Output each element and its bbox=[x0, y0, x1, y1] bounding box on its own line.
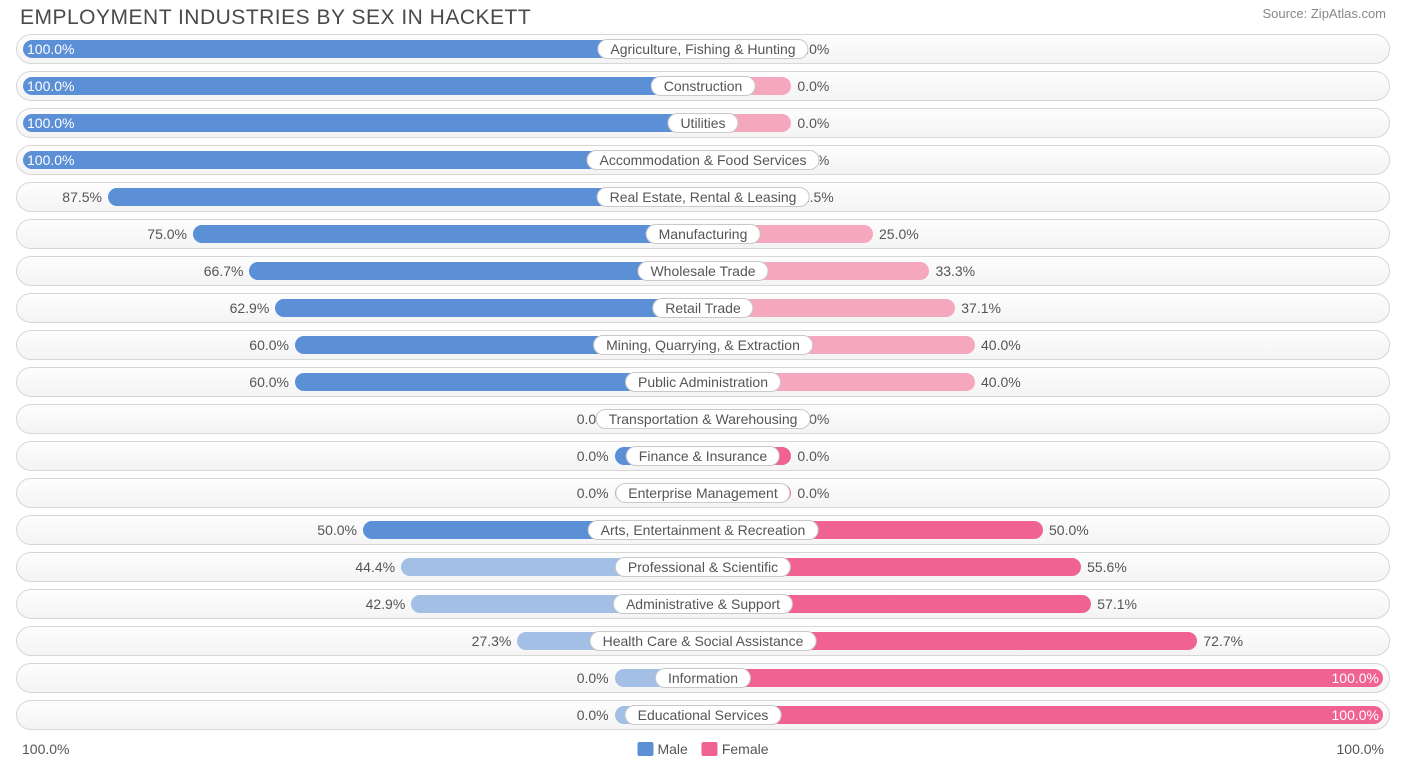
value-male: 60.0% bbox=[249, 337, 289, 353]
bar-female bbox=[703, 669, 1383, 687]
category-label: Real Estate, Rental & Leasing bbox=[597, 187, 810, 207]
value-female: 72.7% bbox=[1203, 633, 1243, 649]
category-label: Public Administration bbox=[625, 372, 781, 392]
bar-row: 0.0% 0.0% Finance & Insurance bbox=[16, 441, 1390, 471]
bar-row: 0.0%0.0%Transportation & Warehousing bbox=[16, 404, 1390, 434]
legend: Male Female bbox=[637, 741, 768, 757]
axis-right-label: 100.0% bbox=[1337, 741, 1384, 757]
bar-male bbox=[23, 77, 703, 95]
value-male: 60.0% bbox=[249, 374, 289, 390]
value-male: 100.0% bbox=[27, 78, 74, 94]
category-label: Agriculture, Fishing & Hunting bbox=[597, 39, 808, 59]
legend-female-swatch bbox=[702, 742, 718, 756]
category-label: Wholesale Trade bbox=[637, 261, 768, 281]
value-female: 40.0% bbox=[981, 337, 1021, 353]
category-label: Transportation & Warehousing bbox=[596, 409, 811, 429]
category-label: Health Care & Social Assistance bbox=[590, 631, 817, 651]
category-label: Information bbox=[655, 668, 751, 688]
category-label: Accommodation & Food Services bbox=[587, 150, 820, 170]
legend-male-label: Male bbox=[657, 741, 687, 757]
chart-footer: 100.0% Male Female 100.0% bbox=[0, 737, 1406, 761]
bar-row: 27.3% 72.7% Health Care & Social Assistanc… bbox=[16, 626, 1390, 656]
value-male: 100.0% bbox=[27, 152, 74, 168]
value-female: 0.0% bbox=[797, 485, 829, 501]
bar-row: 0.0% 100.0% Information bbox=[16, 663, 1390, 693]
value-male: 100.0% bbox=[27, 115, 74, 131]
bar-male bbox=[249, 262, 703, 280]
chart-title: EMPLOYMENT INDUSTRIES BY SEX IN HACKETT bbox=[20, 6, 531, 30]
bar-male bbox=[275, 299, 703, 317]
category-label: Finance & Insurance bbox=[626, 446, 780, 466]
chart-area: 100.0%0.0%Agriculture, Fishing & Hunting… bbox=[0, 34, 1406, 730]
value-male: 66.7% bbox=[204, 263, 244, 279]
legend-male: Male bbox=[637, 741, 687, 757]
legend-female-label: Female bbox=[722, 741, 769, 757]
bar-row: 50.0% 50.0% Arts, Entertainment & Recreati… bbox=[16, 515, 1390, 545]
bar-row: 60.0% 40.0% Mining, Quarrying, & Extractio… bbox=[16, 330, 1390, 360]
value-female: 0.0% bbox=[797, 78, 829, 94]
category-label: Arts, Entertainment & Recreation bbox=[588, 520, 819, 540]
bar-row: 66.7% 33.3% Wholesale Trade bbox=[16, 256, 1390, 286]
value-male: 0.0% bbox=[577, 707, 609, 723]
value-female: 57.1% bbox=[1097, 596, 1137, 612]
category-label: Administrative & Support bbox=[613, 594, 793, 614]
legend-female: Female bbox=[702, 741, 769, 757]
value-female: 0.0% bbox=[797, 115, 829, 131]
bar-row: 42.9% 57.1% Administrative & Support bbox=[16, 589, 1390, 619]
category-label: Professional & Scientific bbox=[615, 557, 791, 577]
bar-row: 44.4% 55.6% Professional & Scientific bbox=[16, 552, 1390, 582]
value-male: 0.0% bbox=[577, 670, 609, 686]
bar-row: 75.0% 25.0% Manufacturing bbox=[16, 219, 1390, 249]
value-female: 25.0% bbox=[879, 226, 919, 242]
value-male: 44.4% bbox=[355, 559, 395, 575]
bar-row: 100.0% 0.0% Construction bbox=[16, 71, 1390, 101]
bar-row: 0.0% 100.0% Educational Services bbox=[16, 700, 1390, 730]
value-male: 0.0% bbox=[577, 485, 609, 501]
category-label: Educational Services bbox=[625, 705, 782, 725]
bar-female bbox=[703, 706, 1383, 724]
bar-row: 0.0% 0.0% Enterprise Management bbox=[16, 478, 1390, 508]
category-label: Mining, Quarrying, & Extraction bbox=[593, 335, 813, 355]
value-male: 50.0% bbox=[317, 522, 357, 538]
value-male: 27.3% bbox=[472, 633, 512, 649]
bar-row: 62.9% 37.1% Retail Trade bbox=[16, 293, 1390, 323]
value-male: 75.0% bbox=[147, 226, 187, 242]
value-male: 42.9% bbox=[366, 596, 406, 612]
value-male: 62.9% bbox=[230, 300, 270, 316]
value-male: 87.5% bbox=[62, 189, 102, 205]
bar-male bbox=[23, 114, 703, 132]
value-female: 33.3% bbox=[935, 263, 975, 279]
value-female: 100.0% bbox=[1332, 707, 1379, 723]
value-female: 37.1% bbox=[961, 300, 1001, 316]
legend-male-swatch bbox=[637, 742, 653, 756]
bar-row: 87.5%12.5%Real Estate, Rental & Leasing bbox=[16, 182, 1390, 212]
bar-male bbox=[193, 225, 703, 243]
value-female: 100.0% bbox=[1332, 670, 1379, 686]
bar-row: 100.0%0.0%Accommodation & Food Services bbox=[16, 145, 1390, 175]
category-label: Construction bbox=[651, 76, 756, 96]
bar-row: 60.0% 40.0% Public Administration bbox=[16, 367, 1390, 397]
axis-left-label: 100.0% bbox=[22, 741, 69, 757]
value-female: 50.0% bbox=[1049, 522, 1089, 538]
value-female: 55.6% bbox=[1087, 559, 1127, 575]
category-label: Retail Trade bbox=[652, 298, 753, 318]
category-label: Enterprise Management bbox=[615, 483, 790, 503]
bar-row: 100.0% 0.0% Utilities bbox=[16, 108, 1390, 138]
value-female: 40.0% bbox=[981, 374, 1021, 390]
bar-row: 100.0%0.0%Agriculture, Fishing & Hunting bbox=[16, 34, 1390, 64]
value-female: 0.0% bbox=[797, 448, 829, 464]
category-label: Utilities bbox=[667, 113, 738, 133]
value-male: 0.0% bbox=[577, 448, 609, 464]
category-label: Manufacturing bbox=[646, 224, 761, 244]
source-label: Source: ZipAtlas.com bbox=[1262, 6, 1386, 21]
value-male: 100.0% bbox=[27, 41, 74, 57]
